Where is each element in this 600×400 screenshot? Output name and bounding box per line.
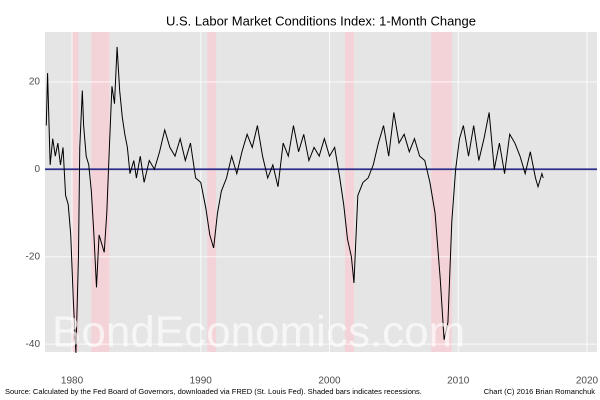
recession-band [431,32,452,352]
source-note: Source: Calculated by the Fed Board of G… [5,387,422,396]
x-tick-label: 1990 [190,376,213,387]
credit-note: Chart (C) 2016 Brian Romanchuk [484,387,596,396]
data-line [45,46,544,353]
plot-background [45,32,597,352]
y-tick-label: -20 [26,251,41,262]
recession-band [344,32,354,352]
x-tick-label: 2020 [576,376,599,387]
chart-title: U.S. Labor Market Conditions Index: 1-Mo… [166,13,476,28]
x-tick-label: 2000 [318,376,341,387]
y-tick-label: -40 [26,339,41,350]
watermark: BondEconomics.com [52,308,465,357]
y-tick-label: 20 [29,76,41,87]
recession-band [207,32,217,352]
recession-band [72,32,79,352]
x-tick-label: 2010 [447,376,470,387]
x-tick-label: 1980 [61,376,84,387]
y-tick-label: 0 [34,164,40,175]
recession-band [91,32,110,352]
